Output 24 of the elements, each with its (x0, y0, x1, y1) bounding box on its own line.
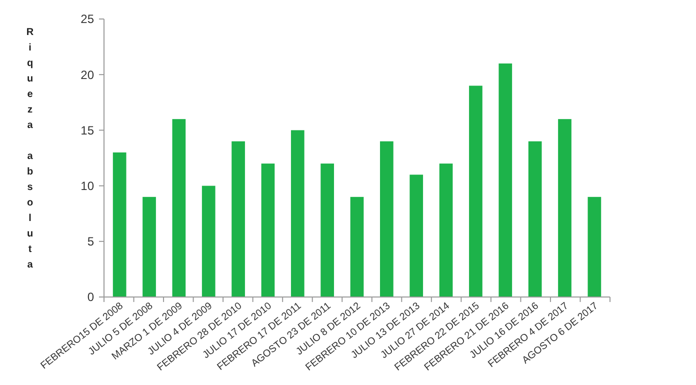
bar (202, 186, 216, 297)
bar (498, 63, 512, 297)
bar (261, 164, 275, 297)
bar (558, 119, 572, 297)
bar (172, 119, 186, 297)
y-tick-label: 5 (87, 234, 94, 249)
bar (112, 152, 126, 297)
bar (142, 196, 156, 297)
bar (410, 174, 424, 297)
y-tick-label: 20 (80, 68, 94, 82)
y-tick-label: 25 (80, 12, 94, 26)
bar (528, 141, 542, 297)
y-tick-label: 10 (80, 179, 94, 193)
y-tick-label: 15 (80, 123, 94, 138)
bar (469, 86, 482, 297)
bar (320, 164, 334, 297)
bar (232, 141, 245, 297)
bar (588, 196, 602, 297)
bar (380, 141, 394, 297)
bar (439, 164, 453, 297)
bar (290, 130, 304, 297)
y-tick-label: 0 (87, 290, 94, 304)
bar (350, 196, 364, 297)
text: Riqueza absoluta (26, 27, 34, 270)
